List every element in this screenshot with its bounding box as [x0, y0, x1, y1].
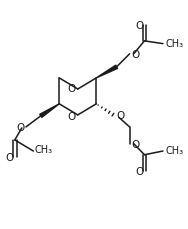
Text: O: O [131, 139, 139, 149]
Text: CH₃: CH₃ [35, 144, 53, 155]
Text: CH₃: CH₃ [166, 38, 184, 49]
Text: O: O [67, 111, 75, 121]
Text: O: O [116, 110, 124, 120]
Polygon shape [96, 66, 118, 79]
Polygon shape [40, 104, 59, 118]
Text: CH₃: CH₃ [166, 145, 184, 155]
Text: O: O [135, 167, 143, 177]
Text: O: O [135, 21, 143, 31]
Text: O: O [16, 123, 24, 132]
Text: O: O [131, 50, 139, 60]
Text: O: O [67, 84, 75, 94]
Text: O: O [5, 152, 14, 162]
